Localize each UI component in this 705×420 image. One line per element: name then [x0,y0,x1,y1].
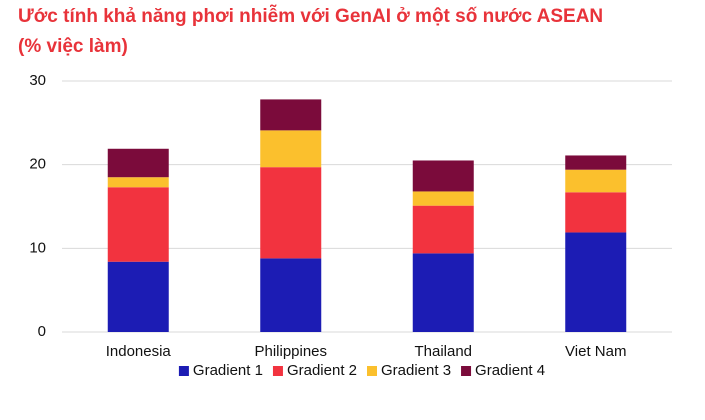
bar-segment [260,130,322,168]
y-tick-label: 30 [29,72,46,89]
legend-label: Gradient 4 [475,362,545,379]
bar-segment [260,99,322,131]
chart-title: Ước tính khả năng phơi nhiễm với GenAI ở… [18,6,604,57]
bar-segment [565,169,627,193]
legend-swatch [461,366,472,376]
bar-segment [565,192,627,233]
bar-segment [565,155,627,170]
bar-segment [412,160,474,192]
legend-swatch [178,366,189,376]
legend-swatch [367,366,377,376]
y-tick-label: 20 [29,156,46,173]
x-tick-label: Thailand [414,343,472,360]
bar-segment [260,167,322,259]
legend-label: Gradient 3 [381,362,451,379]
legend-label: Gradient 1 [193,362,263,379]
bar-segment [107,261,169,332]
bar-segment [412,191,474,206]
y-tick-label: 10 [29,239,46,256]
bar-segment [412,205,474,254]
y-tick-label: 0 [38,323,46,340]
bar-segment [565,232,627,332]
x-tick-label: Philippines [254,343,327,360]
legend-swatch [272,366,283,376]
x-tick-label: Viet Nam [565,343,626,360]
x-tick-label: Indonesia [106,343,172,360]
legend-label: Gradient 2 [287,362,357,379]
bar-segment [412,253,474,332]
bar-segment [107,187,169,262]
bar-segment [107,148,169,178]
bar-segment [107,177,169,188]
bar-segment [260,258,322,332]
